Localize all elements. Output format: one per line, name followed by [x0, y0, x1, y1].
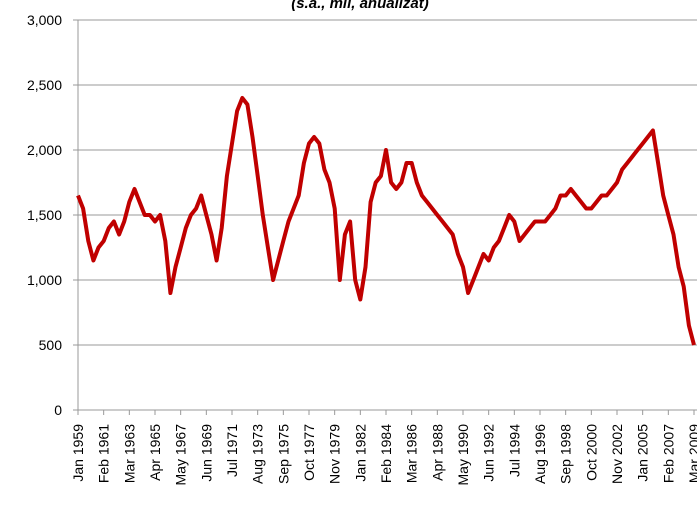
y-tick-label: 0	[54, 402, 62, 418]
x-tick-label: Mar 1986	[404, 424, 420, 483]
x-tick-label: Jan 2005	[635, 424, 651, 482]
chart-title: (s.a., mil, anualizat)	[291, 0, 429, 12]
x-tick-label: Aug 1996	[532, 424, 548, 484]
x-tick-label: Jan 1959	[70, 424, 86, 482]
y-tick-label: 500	[39, 337, 63, 353]
x-tick-label: Nov 1979	[327, 424, 343, 484]
x-tick-label: Mar 2009	[686, 424, 697, 483]
y-tick-label: 2,500	[27, 77, 62, 93]
x-tick-label: Jan 1982	[352, 424, 368, 482]
y-tick-label: 3,000	[27, 12, 62, 28]
x-tick-label: Oct 1977	[301, 424, 317, 481]
x-tick-label: Apr 1988	[429, 424, 445, 481]
data-line	[76, 96, 696, 346]
x-tick-label: Sep 1998	[558, 424, 574, 484]
x-tick-label: May 1990	[455, 424, 471, 486]
y-tick-label: 1,500	[27, 207, 62, 223]
x-tick-label: Apr 1965	[147, 424, 163, 481]
x-tick-label: Nov 2002	[609, 424, 625, 484]
x-tick-label: Oct 2000	[583, 424, 599, 481]
x-tick-label: Mar 1963	[121, 424, 137, 483]
x-tick-label: Jul 1971	[224, 424, 240, 477]
x-tick-label: Feb 1984	[378, 424, 394, 483]
y-tick-label: 2,000	[27, 142, 62, 158]
x-tick-label: Jun 1992	[481, 424, 497, 482]
x-tick-label: Aug 1973	[250, 424, 266, 484]
y-tick-label: 1,000	[27, 272, 62, 288]
x-tick-label: Feb 1961	[96, 424, 112, 483]
x-tick-label: Feb 2007	[660, 424, 676, 483]
x-tick-label: Jun 1969	[198, 424, 214, 482]
x-tick-label: Sep 1975	[275, 424, 291, 484]
x-tick-label: May 1967	[173, 424, 189, 486]
x-tick-label: Jul 1994	[506, 424, 522, 477]
